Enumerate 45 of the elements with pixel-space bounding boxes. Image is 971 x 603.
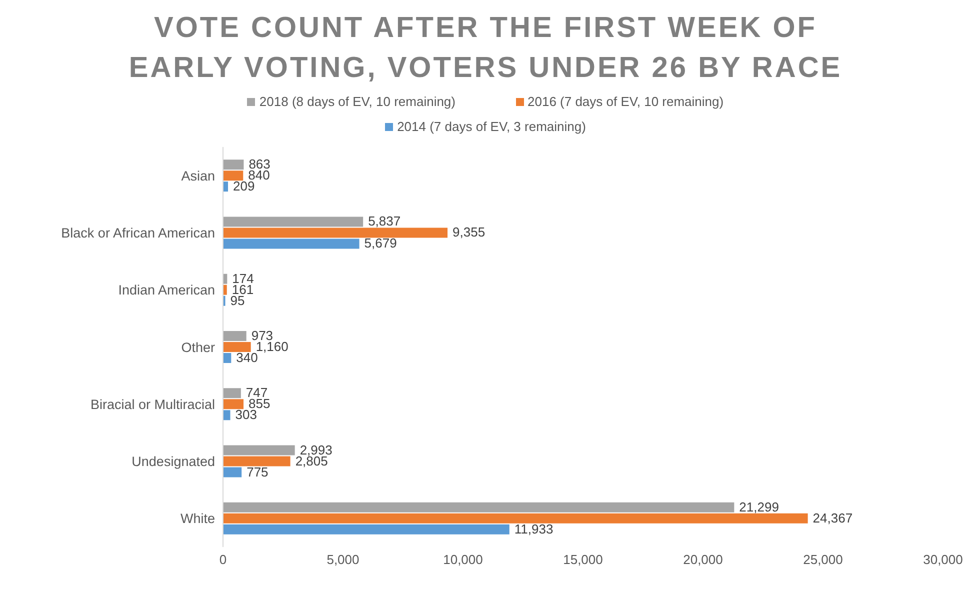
bar: [223, 284, 227, 295]
bar: [223, 388, 241, 398]
y-tick-label: Biracial or Multiracial: [90, 396, 215, 412]
x-tick-label: 10,000: [443, 552, 483, 568]
legend-label: 2016 (7 days of EV, 10 remaining): [528, 94, 724, 109]
data-label: 9,355: [452, 224, 486, 240]
x-tick-label: 5,000: [326, 552, 360, 568]
bar: [223, 502, 734, 512]
bar: [223, 467, 242, 478]
y-tick-label: Undesignated: [132, 454, 215, 470]
bar: [223, 524, 510, 534]
bar: [223, 456, 290, 466]
bar: [223, 160, 244, 170]
bar: [223, 216, 364, 227]
x-tick-label: 15,000: [563, 552, 603, 568]
bar: [223, 182, 228, 192]
data-label: 24,367: [812, 510, 853, 526]
x-tick-label: 0: [219, 552, 227, 568]
y-tick-label: White: [180, 511, 215, 526]
data-label: 11,933: [514, 521, 554, 536]
data-label: 775: [246, 464, 268, 480]
bar: [223, 399, 244, 410]
data-label: 340: [236, 350, 258, 365]
x-tick-label: 20,000: [683, 552, 723, 568]
legend-label: 2014 (7 days of EV, 3 remaining): [397, 119, 586, 134]
data-label: 5,837: [368, 214, 401, 229]
x-tick-label: 30,000: [923, 552, 963, 568]
bar: [223, 170, 244, 181]
y-tick-label: Asian: [181, 168, 215, 184]
bar: [223, 331, 246, 341]
y-tick-label: Black or African American: [61, 226, 215, 241]
x-tick-label: 25,000: [803, 552, 843, 568]
bar: [223, 353, 232, 363]
y-tick-label: Indian American: [118, 282, 215, 298]
bar: [223, 238, 360, 249]
data-label: 5,679: [364, 236, 397, 251]
bar: [223, 410, 230, 420]
bar: [223, 228, 448, 238]
bar: [223, 445, 295, 456]
y-tick-label: Other: [181, 340, 216, 355]
bar: [223, 342, 251, 352]
data-label: 21,299: [739, 499, 779, 514]
legend-label: 2018 (8 days of EV, 10 remaining): [259, 94, 456, 109]
chart-title: VOTE COUNT AFTER THE FIRST WEEK OF EARLY VOTING, VOTERS UNDER 26 BY RACE: [128, 11, 844, 86]
bar: [223, 513, 808, 524]
